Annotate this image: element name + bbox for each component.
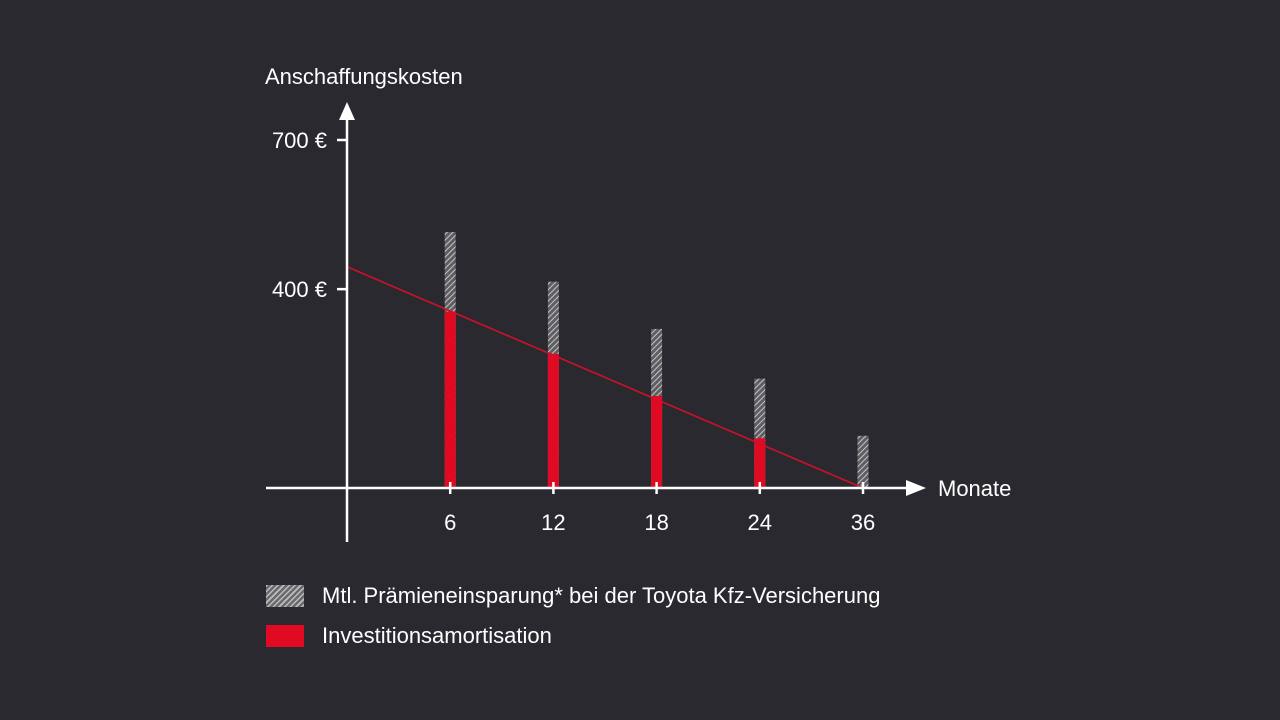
- y-tick-label: 700 €: [272, 128, 327, 153]
- legend-label-savings: Mtl. Prämieneinsparung* bei der Toyota K…: [322, 583, 881, 608]
- x-axis-arrow: [906, 480, 926, 496]
- x-tick-label: 18: [644, 510, 668, 535]
- y-tick-label: 400 €: [272, 277, 327, 302]
- legend-swatch-hatched: [266, 585, 304, 607]
- bar-savings: [857, 435, 869, 488]
- bar-amortization: [754, 438, 766, 488]
- legend-label-amortization: Investitionsamortisation: [322, 623, 552, 648]
- bar-amortization: [547, 353, 559, 488]
- bar-savings: [754, 378, 766, 488]
- bar-amortization: [444, 311, 456, 488]
- y-axis-arrow: [339, 102, 355, 120]
- x-tick-label: 6: [444, 510, 456, 535]
- y-axis-label: Anschaffungskosten: [265, 64, 463, 89]
- x-axis-label: Monate: [938, 476, 1011, 501]
- legend: Mtl. Prämieneinsparung* bei der Toyota K…: [266, 583, 881, 648]
- x-tick-label: 12: [541, 510, 565, 535]
- legend-swatch-solid: [266, 625, 304, 647]
- bar-amortization: [651, 396, 663, 488]
- x-tick-label: 24: [748, 510, 772, 535]
- legend-item-amortization: Investitionsamortisation: [266, 623, 880, 648]
- x-tick-label: 36: [851, 510, 875, 535]
- amortization-trend-line: [346, 266, 864, 489]
- legend-item-savings: Mtl. Prämieneinsparung* bei der Toyota K…: [266, 583, 881, 608]
